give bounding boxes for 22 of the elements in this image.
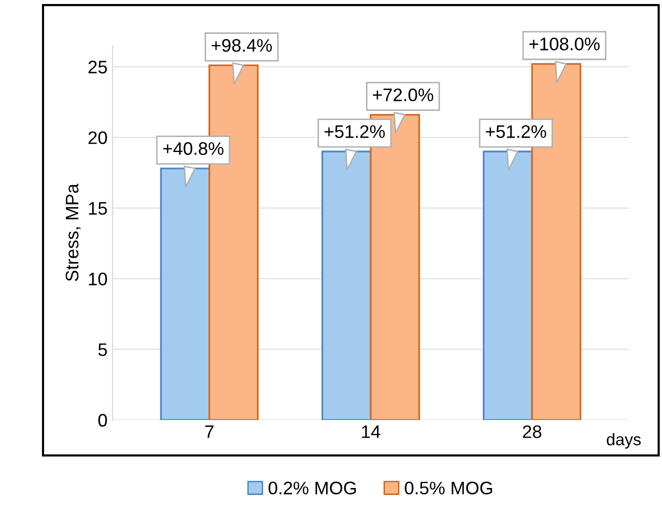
y-axis-title: Stress, MPa [66, 184, 81, 282]
annotation: +72.0% [373, 88, 434, 102]
legend-label: 0.2% MOG [268, 482, 356, 494]
bar [321, 150, 372, 420]
annotation: +98.4% [212, 39, 272, 52]
annotation: +108.0% [529, 38, 600, 50]
bar [482, 150, 533, 420]
annotation: +51.2% [324, 125, 385, 138]
bar [160, 168, 210, 420]
y-tick-label: 0 [98, 414, 107, 427]
x-axis-title: days [606, 433, 641, 449]
y-tick-label: 25 [88, 60, 107, 74]
x-tick-label: 14 [362, 426, 380, 438]
y-tick-label: 20 [88, 131, 107, 144]
legend-label: 0.5% MOG [404, 482, 492, 494]
y-tick-label: 15 [88, 202, 107, 215]
annotation: +51.2% [486, 125, 546, 138]
y-tick-label: 5 [98, 343, 107, 356]
annotation: +40.8% [163, 142, 224, 155]
x-tick-label: 7 [205, 426, 214, 438]
y-tick-label: 10 [88, 272, 107, 286]
x-tick-label: 28 [522, 425, 542, 438]
